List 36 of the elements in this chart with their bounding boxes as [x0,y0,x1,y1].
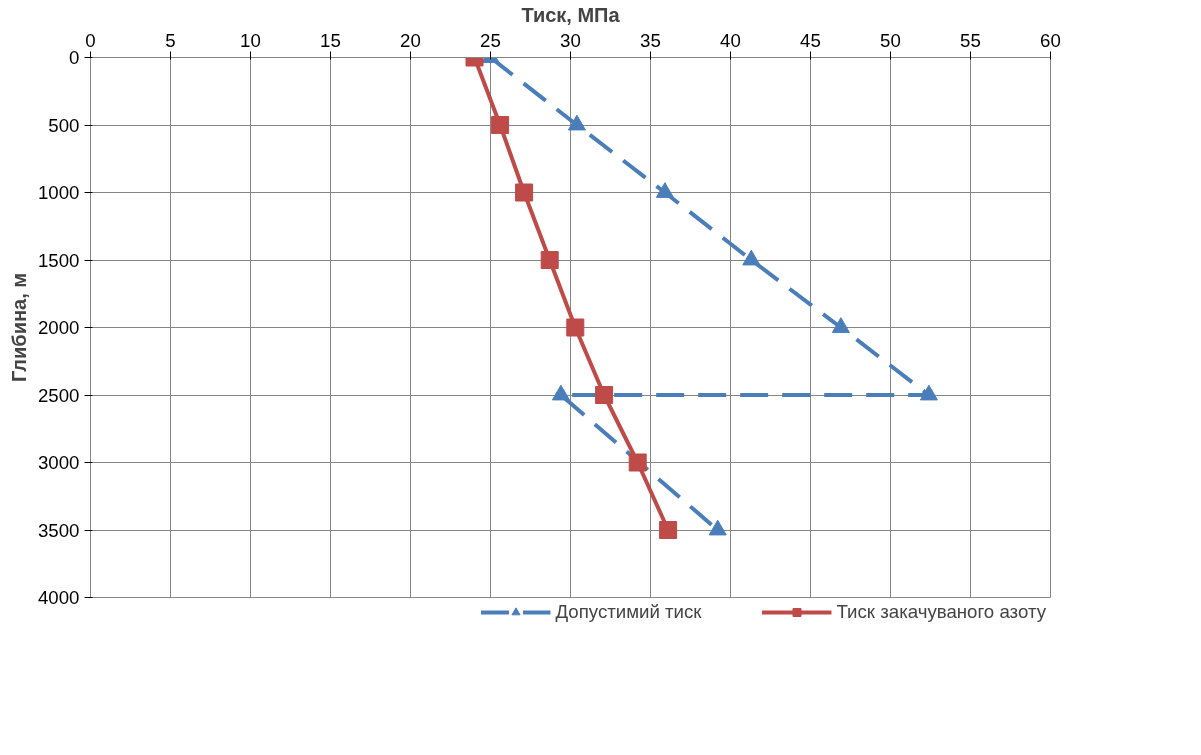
point [566,318,585,337]
x-tick-label: 25 [480,29,501,51]
x-tick-label: 60 [1040,29,1061,51]
point [540,251,559,269]
y-axis-title: Глибина, м [8,272,30,383]
x-tick-label: 20 [400,29,421,51]
y-tick-label: 3500 [38,519,80,541]
y-tick-label: 2500 [38,384,80,406]
y-tick-label: 2000 [38,317,80,338]
y-tick-label: 0 [69,47,80,68]
point [551,384,570,401]
x-tick-label: 30 [560,29,581,51]
point [708,519,727,536]
legend-label: Допустимий тиск [555,601,702,623]
x-tick-label: 0 [85,29,96,51]
point [831,317,850,333]
y-tick-label: 3000 [38,452,80,473]
x-tick-label: 5 [165,29,176,51]
y-tick-label: 500 [48,114,80,136]
point [919,384,938,401]
legend-label: Тиск закачуваного азоту [836,601,1046,623]
point [595,386,614,404]
y-tick-label: 4000 [38,587,80,608]
x-axis-title: Тиск, МПа [521,3,621,26]
x-tick-label: 55 [960,29,981,51]
x-tick-label: 35 [640,29,661,51]
x-tick-label: 50 [880,29,901,51]
point [515,183,534,202]
point [628,453,647,472]
y-tick-label: 1000 [38,182,80,203]
x-tick-label: 40 [720,29,741,51]
x-tick-label: 10 [240,29,261,51]
point [491,116,510,134]
x-tick-label: 45 [800,29,821,51]
y-tick-label: 1500 [38,249,80,271]
x-tick-label: 15 [320,29,341,51]
